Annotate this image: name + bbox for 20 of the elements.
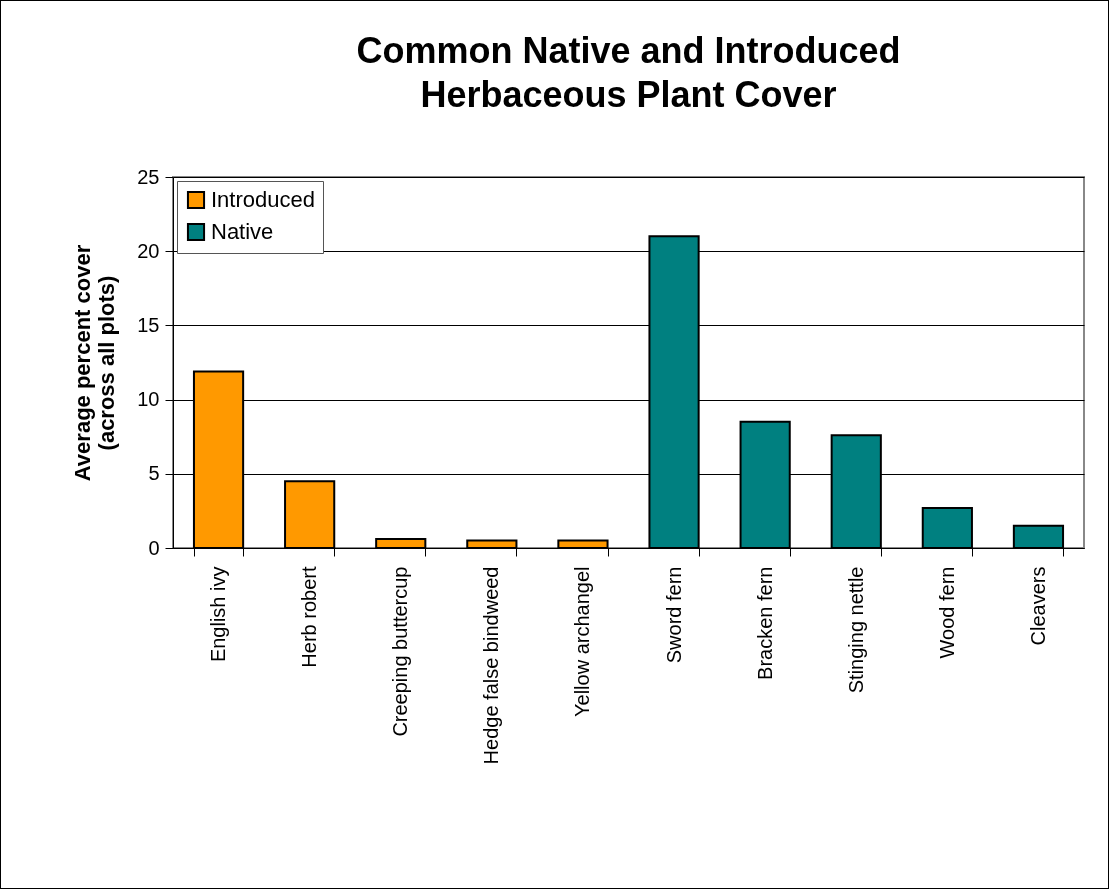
y-tick-label: 25: [137, 165, 160, 188]
x-tick-label: Creeping buttercup: [389, 566, 412, 737]
y-tick-label: 0: [148, 536, 160, 559]
x-tick-label: Bracken fern: [753, 566, 776, 680]
x-tick-label: Sword fern: [662, 566, 685, 664]
x-tick-label: Stinging nettle: [844, 566, 867, 694]
y-axis-title: Average percent cover (across all plots): [70, 244, 120, 482]
legend-label: Introduced: [211, 187, 315, 212]
y-tick-label: 5: [148, 462, 160, 485]
x-tick-label: English ivy: [207, 566, 230, 663]
chart-title: Common Native and Introduced Herbaceous Plant Cover: [356, 30, 901, 115]
x-tick-label: Herb robert: [298, 566, 321, 668]
x-tick-label: Cleavers: [1026, 566, 1049, 646]
y-tick-label: 20: [137, 239, 160, 262]
x-tick-label: Wood fern: [935, 566, 958, 659]
y-tick-label: 10: [137, 388, 160, 411]
legend-label: Native: [211, 219, 274, 244]
y-tick-label: 15: [137, 313, 160, 336]
x-tick-label: Hedge false bindweed: [480, 566, 503, 765]
x-tick-label: Yellow archangel: [571, 566, 594, 717]
